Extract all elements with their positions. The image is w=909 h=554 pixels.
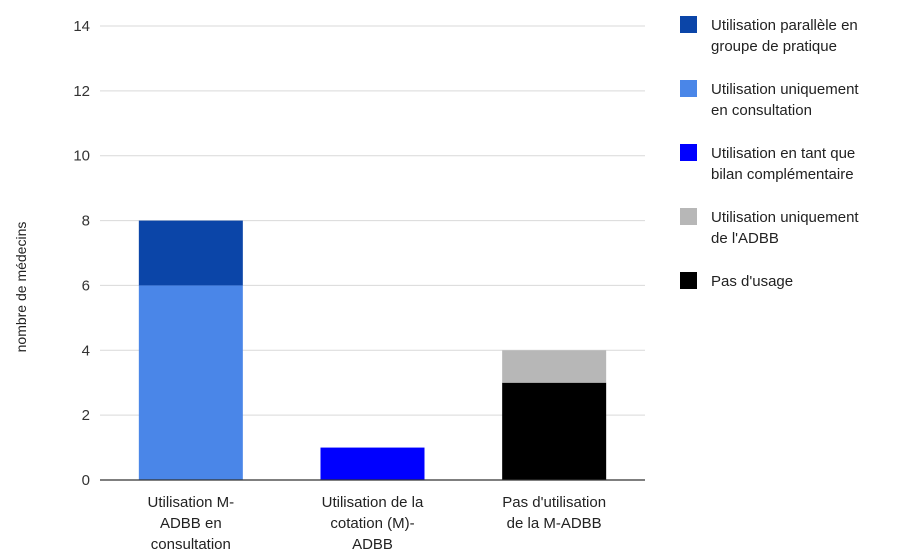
- y-tick-label: 14: [73, 18, 90, 35]
- legend-swatch: [680, 16, 697, 33]
- y-tick-label: 6: [82, 277, 90, 294]
- bar-segment: [502, 350, 607, 383]
- legend: Utilisation parallèle en groupe de pratiq…: [680, 16, 859, 290]
- y-tick-label: 10: [73, 148, 90, 165]
- y-tick-label: 4: [82, 342, 90, 359]
- legend-swatch: [680, 272, 697, 289]
- y-tick-labels: 0 2 4 6 8 10 12 14: [73, 18, 90, 489]
- category-labels: Utilisation M-ADBB en consultation Utilisa…: [147, 494, 606, 553]
- legend-label: Utilisation parallèle en groupe de pratiq…: [711, 17, 858, 55]
- bar-segment: [138, 285, 243, 480]
- legend-label: Pas d'usage: [711, 273, 793, 290]
- bar-segment: [502, 382, 607, 480]
- y-tick-label: 0: [82, 472, 90, 489]
- category-label: Utilisation de la cotation (M)-ADBB: [322, 494, 424, 553]
- y-tick-label: 2: [82, 407, 90, 424]
- legend-swatch: [680, 80, 697, 97]
- legend-label: Utilisation uniquement en consultation: [711, 81, 859, 119]
- y-tick-label: 8: [82, 213, 90, 230]
- legend-label: Utilisation en tant que bilan complémenta…: [711, 145, 855, 183]
- legend-swatch: [680, 144, 697, 161]
- bars: [138, 220, 607, 480]
- category-label: Utilisation M-ADBB en consultation: [147, 494, 234, 553]
- y-axis-title: nombre de médecins: [13, 222, 29, 353]
- category-label: Pas d'utilisation de la M-ADBB: [502, 494, 606, 532]
- legend-swatch: [680, 208, 697, 225]
- legend-label: Utilisation uniquement de l'ADBB: [711, 209, 859, 247]
- bar-segment: [138, 220, 243, 286]
- bar-segment: [320, 447, 425, 480]
- y-tick-label: 12: [73, 83, 90, 100]
